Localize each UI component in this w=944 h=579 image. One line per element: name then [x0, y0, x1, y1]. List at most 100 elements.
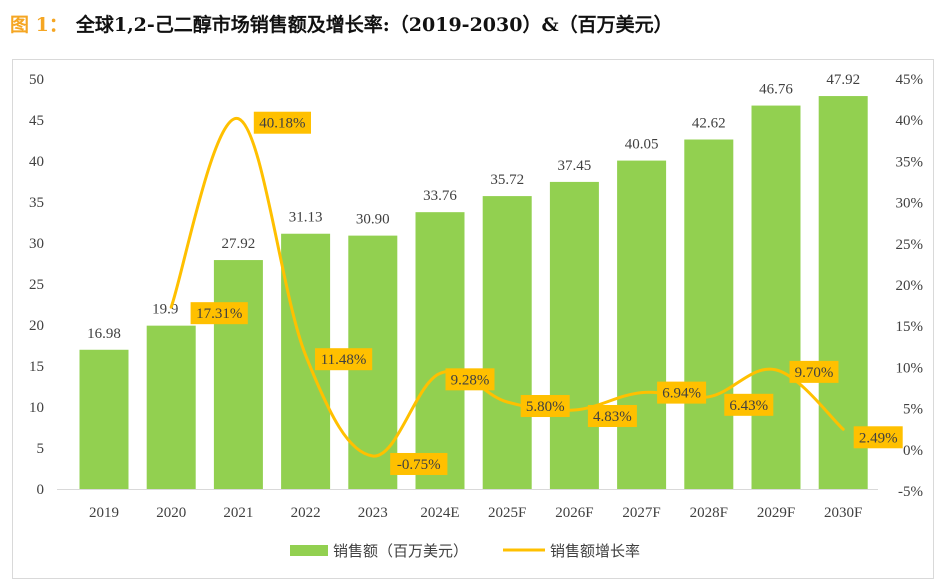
growth-label: -0.75%	[390, 452, 448, 475]
figure-number: 图 1：	[10, 13, 68, 36]
growth-label-box	[315, 348, 373, 371]
growth-label-box	[520, 395, 570, 418]
bar	[617, 160, 667, 489]
bar	[818, 96, 868, 489]
right-axis: -5% 0% 5% 10% 15% 20% 25% 30% 35% 40% 45%	[896, 72, 924, 500]
growth-label-box	[390, 452, 448, 475]
bar-value-label: 33.76	[423, 188, 457, 204]
growth-label-box	[445, 368, 495, 391]
bar	[549, 181, 599, 489]
left-tick-label: 10	[29, 400, 44, 416]
growth-label-box	[587, 405, 637, 428]
right-tick-label: 35%	[896, 154, 924, 170]
bar-value-label: 30.90	[356, 212, 390, 228]
bar-series	[79, 96, 868, 490]
x-tick-label: 2026F	[555, 505, 593, 521]
growth-label-text: 4.83%	[593, 409, 632, 425]
growth-label-text: 11.48%	[321, 352, 367, 368]
growth-label-text: 2.49%	[859, 430, 898, 446]
right-tick-label: 15%	[896, 319, 924, 335]
x-tick-label: 2022	[291, 505, 321, 521]
growth-label: 11.48%	[315, 348, 373, 371]
right-tick-label: 10%	[896, 360, 924, 376]
growth-label: 2.49%	[853, 426, 903, 449]
bar-value-label: 27.92	[222, 236, 256, 252]
growth-label: 6.43%	[724, 393, 774, 416]
growth-label-box	[657, 381, 707, 404]
x-tick-label: 2023	[358, 505, 388, 521]
growth-label-box	[190, 302, 248, 325]
left-tick-label: 50	[29, 72, 44, 88]
growth-label-text: 40.18%	[259, 116, 305, 132]
bar	[482, 196, 532, 489]
bar	[146, 325, 196, 489]
right-tick-label: 5%	[903, 402, 923, 418]
bar-value-label: 19.9	[152, 302, 178, 318]
bar	[415, 212, 465, 489]
bar	[213, 260, 263, 489]
x-tick-label: 2020	[156, 505, 186, 521]
right-tick-label: 25%	[896, 237, 924, 253]
left-tick-label: 0	[37, 482, 45, 498]
growth-label-text: 9.28%	[451, 372, 490, 388]
growth-label: 9.70%	[789, 360, 839, 383]
legend: 销售额（百万美元） 销售额增长率	[290, 542, 640, 560]
right-tick-label: 20%	[896, 278, 924, 294]
legend-bar-swatch	[290, 545, 328, 556]
x-tick-label: 2019	[89, 505, 119, 521]
growth-label: 5.80%	[520, 395, 570, 418]
growth-label-box	[253, 111, 311, 134]
right-tick-label: 30%	[896, 196, 924, 212]
x-tick-label: 2021	[223, 505, 253, 521]
left-tick-label: 20	[29, 318, 44, 334]
growth-label: 6.94%	[657, 381, 707, 404]
growth-label: 9.28%	[445, 368, 495, 391]
bar-value-label: 35.72	[490, 172, 524, 188]
growth-label-text: 17.31%	[196, 306, 242, 322]
legend-line-label: 销售额增长率	[550, 542, 640, 560]
left-tick-label: 40	[29, 154, 44, 170]
left-tick-label: 5	[37, 441, 45, 457]
x-tick-label: 2024E	[420, 505, 459, 521]
bar	[79, 349, 129, 489]
right-tick-label: 0%	[903, 443, 923, 459]
growth-label-text: -0.75%	[397, 457, 441, 473]
left-tick-label: 30	[29, 236, 44, 252]
growth-label: 40.18%	[253, 111, 311, 134]
x-axis: 2019 2020 2021 2022 2023 2024E 2025F 2026F 2027F…	[89, 505, 862, 521]
title-text: 全球1,2-己二醇市场销售额及增长率:（2019-2030）&（百万美元）	[75, 13, 673, 36]
bar-value-label: 40.05	[625, 137, 659, 153]
bar-value-label: 37.45	[558, 158, 592, 174]
growth-label-text: 9.70%	[795, 365, 834, 381]
left-tick-label: 35	[29, 195, 44, 211]
bar-value-label: 16.98	[87, 326, 121, 342]
bar-value-label: 46.76	[759, 82, 793, 98]
growth-label-text: 6.94%	[662, 386, 701, 402]
left-tick-label: 25	[29, 277, 44, 293]
left-tick-label: 15	[29, 359, 44, 375]
growth-label: 4.83%	[587, 405, 637, 428]
bar	[684, 139, 734, 490]
growth-label-box	[853, 426, 903, 449]
bar-value-label: 42.62	[692, 116, 726, 132]
growth-label: 17.31%	[190, 302, 248, 325]
growth-label-text: 5.80%	[526, 399, 565, 415]
left-tick-label: 45	[29, 113, 44, 129]
legend-bar-label: 销售额（百万美元）	[333, 542, 468, 560]
bar	[751, 105, 801, 490]
right-tick-label: 40%	[896, 113, 924, 129]
bar-value-label: 47.92	[826, 72, 860, 88]
left-axis: 0 5 10 15 20 25 30 35 40 45 50	[29, 72, 44, 498]
right-tick-label: -5%	[898, 484, 923, 500]
growth-rate-labels: 17.31% 40.18% 11.48% -0.75% 9.28% 5.80% 4.83% 6…	[190, 111, 903, 475]
growth-label-box	[789, 360, 839, 383]
x-tick-label: 2029F	[757, 505, 795, 521]
growth-label-text: 6.43%	[729, 398, 768, 414]
growth-label-box	[724, 393, 774, 416]
bar-value-label: 31.13	[289, 210, 323, 226]
x-tick-label: 2028F	[690, 505, 728, 521]
bar-value-labels: 16.98 19.9 27.92 31.13 30.90 33.76 35.72 37.45 4…	[87, 72, 860, 342]
x-tick-label: 2025F	[488, 505, 526, 521]
x-tick-label: 2030F	[824, 505, 862, 521]
